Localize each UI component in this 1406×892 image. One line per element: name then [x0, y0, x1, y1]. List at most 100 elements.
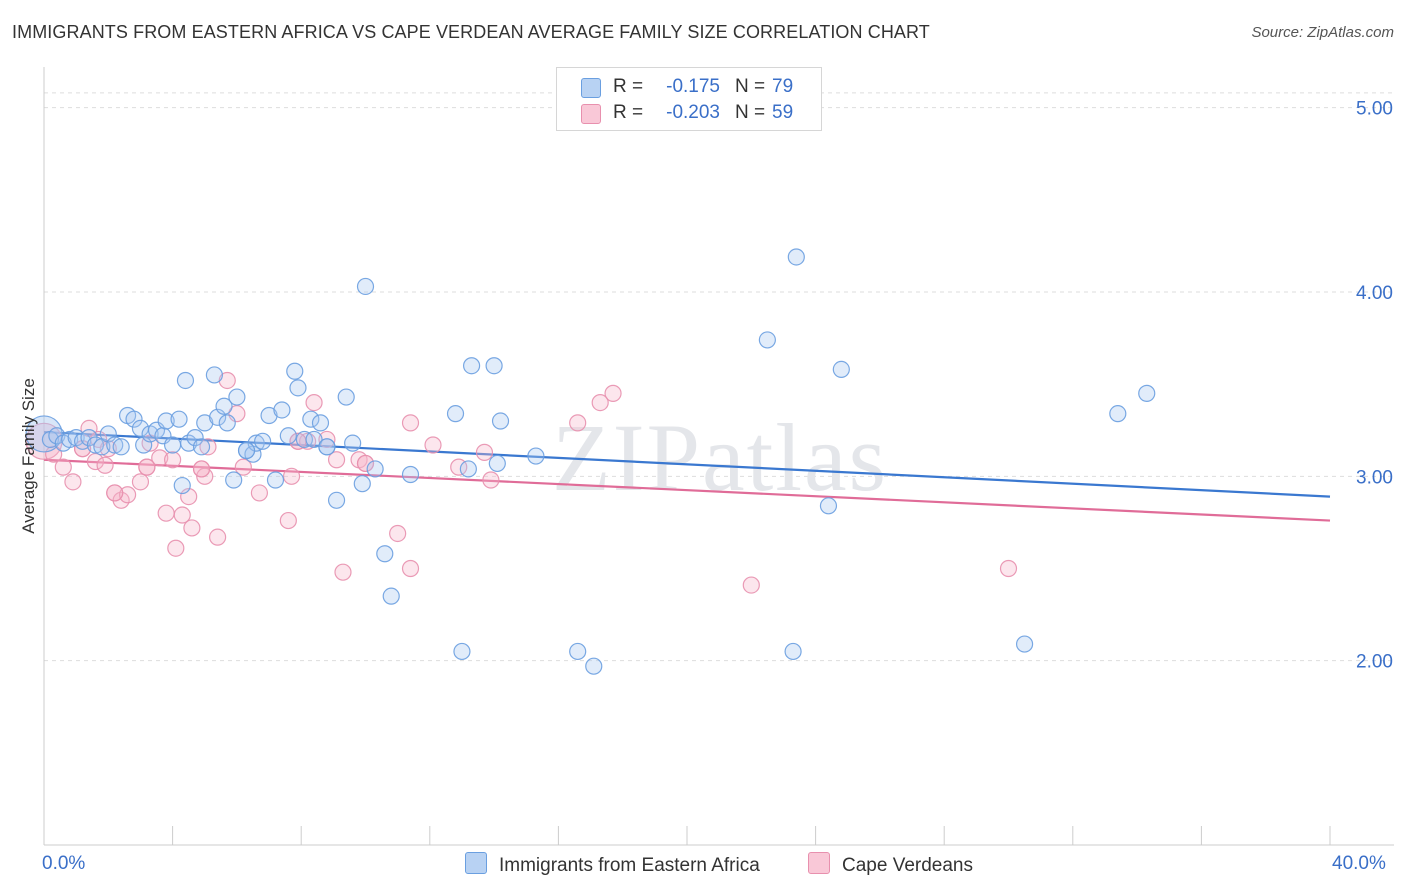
- data-point-eastern-africa: [459, 460, 477, 478]
- data-point-cape-verdeans: [250, 484, 269, 502]
- data-point-eastern-africa: [401, 465, 420, 484]
- data-point-eastern-africa: [273, 401, 291, 419]
- data-point-eastern-africa: [311, 414, 330, 432]
- series-eastern-africa: [25, 248, 1156, 675]
- data-point-cape-verdeans: [401, 559, 420, 578]
- data-point-cape-verdeans: [475, 443, 494, 461]
- trend-line-eastern-africa: [43, 430, 1331, 498]
- data-point-eastern-africa: [289, 379, 307, 397]
- data-point-eastern-africa: [295, 430, 314, 449]
- data-point-eastern-africa: [125, 410, 143, 428]
- data-point-eastern-africa: [318, 438, 336, 456]
- data-point-eastern-africa: [61, 430, 79, 449]
- bottom-legend-label-blue: Immigrants from Eastern Africa: [499, 855, 760, 876]
- data-point-cape-verdeans: [591, 393, 609, 412]
- data-point-eastern-africa: [112, 438, 130, 456]
- data-point-eastern-africa: [376, 545, 394, 563]
- data-point-cape-verdeans: [279, 511, 297, 530]
- data-point-eastern-africa: [106, 436, 124, 454]
- data-point-eastern-africa: [170, 410, 188, 428]
- data-point-eastern-africa: [176, 371, 195, 390]
- data-point-eastern-africa: [254, 432, 272, 450]
- watermark: ZIPatlas: [552, 404, 888, 511]
- data-point-eastern-africa: [819, 497, 838, 515]
- data-point-cape-verdeans: [356, 454, 375, 473]
- data-point-eastern-africa: [302, 410, 320, 428]
- data-point-eastern-africa: [485, 357, 503, 375]
- data-point-cape-verdeans: [318, 430, 336, 449]
- data-point-eastern-africa: [173, 476, 191, 495]
- data-point-eastern-africa: [491, 412, 510, 430]
- data-point-eastern-africa: [164, 436, 182, 454]
- data-point-cape-verdeans: [118, 486, 137, 504]
- data-point-cape-verdeans: [209, 528, 227, 546]
- data-point-cape-verdeans: [327, 451, 346, 469]
- data-point-cape-verdeans: [604, 384, 622, 402]
- y-tick-labels: 2.00 3.00 4.00 5.00: [1356, 99, 1393, 673]
- data-point-cape-verdeans: [389, 524, 407, 543]
- axes: [43, 67, 1394, 846]
- data-point-eastern-africa: [157, 412, 175, 430]
- data-point-cape-verdeans: [167, 539, 185, 557]
- data-point-eastern-africa: [186, 429, 204, 447]
- y-tick-label: 2.00: [1356, 652, 1393, 673]
- data-point-cape-verdeans: [334, 563, 352, 581]
- data-point-eastern-africa: [758, 331, 776, 349]
- data-point-cape-verdeans: [106, 484, 124, 502]
- data-point-eastern-africa: [225, 471, 243, 489]
- legend-r-value: -0.203: [666, 102, 720, 123]
- bottom-legend-eastern-africa: Immigrants from Eastern Africa: [465, 852, 760, 877]
- y-tick-label: 4.00: [1356, 283, 1393, 304]
- data-point-cape-verdeans: [164, 451, 182, 469]
- data-point-cape-verdeans: [54, 458, 72, 476]
- bottom-legend-swatch-pink: [808, 852, 830, 874]
- data-point-cape-verdeans: [218, 371, 236, 390]
- data-point-eastern-africa: [279, 427, 297, 445]
- correlation-legend: R = -0.175 N = 79 R = -0.203 N = 59: [556, 67, 822, 131]
- data-point-cape-verdeans: [192, 460, 211, 478]
- data-point-eastern-africa: [784, 642, 802, 661]
- data-point-eastern-africa: [787, 248, 805, 266]
- series-cape-verdeans: [25, 371, 1018, 594]
- data-point-eastern-africa: [327, 491, 346, 509]
- data-point-eastern-africa: [237, 441, 256, 460]
- data-point-eastern-africa: [286, 362, 304, 380]
- grid-lines: [44, 92, 1394, 662]
- data-point-eastern-africa: [260, 406, 278, 425]
- data-point-eastern-africa: [86, 436, 105, 454]
- data-point-eastern-africa: [192, 438, 211, 456]
- trend-lines: [43, 430, 1331, 522]
- data-point-eastern-africa: [344, 434, 362, 452]
- data-point-eastern-africa: [353, 475, 371, 493]
- bottom-legend-cape-verdeans: Cape Verdeans: [808, 852, 973, 877]
- chart-title: IMMIGRANTS FROM EASTERN AFRICA VS CAPE V…: [12, 22, 930, 42]
- data-point-eastern-africa: [305, 430, 323, 449]
- source-credit: Source: ZipAtlas.com: [1251, 24, 1394, 41]
- data-point-eastern-africa: [382, 587, 400, 605]
- bottom-legend-swatch-blue: [465, 852, 487, 874]
- data-point-eastern-africa: [488, 454, 506, 473]
- data-point-eastern-africa: [453, 642, 471, 661]
- data-point-cape-verdeans: [96, 456, 114, 474]
- data-point-cape-verdeans: [131, 473, 150, 491]
- data-point-eastern-africa: [366, 460, 384, 478]
- bottom-legend-label-pink: Cape Verdeans: [842, 855, 973, 876]
- data-point-eastern-africa: [462, 357, 481, 375]
- trend-line-cape-verdeans: [43, 458, 1331, 522]
- data-point-eastern-africa: [1015, 635, 1034, 653]
- legend-n-label: N =: [735, 76, 766, 97]
- data-point-eastern-africa: [205, 366, 223, 384]
- data-point-eastern-africa: [569, 642, 587, 661]
- data-point-eastern-africa: [266, 471, 285, 489]
- data-point-cape-verdeans: [569, 414, 587, 432]
- data-point-eastern-africa: [356, 277, 375, 296]
- data-point-cape-verdeans: [482, 471, 500, 489]
- data-point-cape-verdeans: [199, 438, 217, 456]
- data-point-cape-verdeans: [999, 559, 1018, 578]
- legend-r-label: R =: [613, 76, 644, 97]
- data-point-cape-verdeans: [401, 414, 420, 432]
- data-point-eastern-africa: [585, 657, 603, 675]
- data-point-cape-verdeans: [234, 458, 252, 476]
- y-tick-label: 5.00: [1356, 99, 1393, 120]
